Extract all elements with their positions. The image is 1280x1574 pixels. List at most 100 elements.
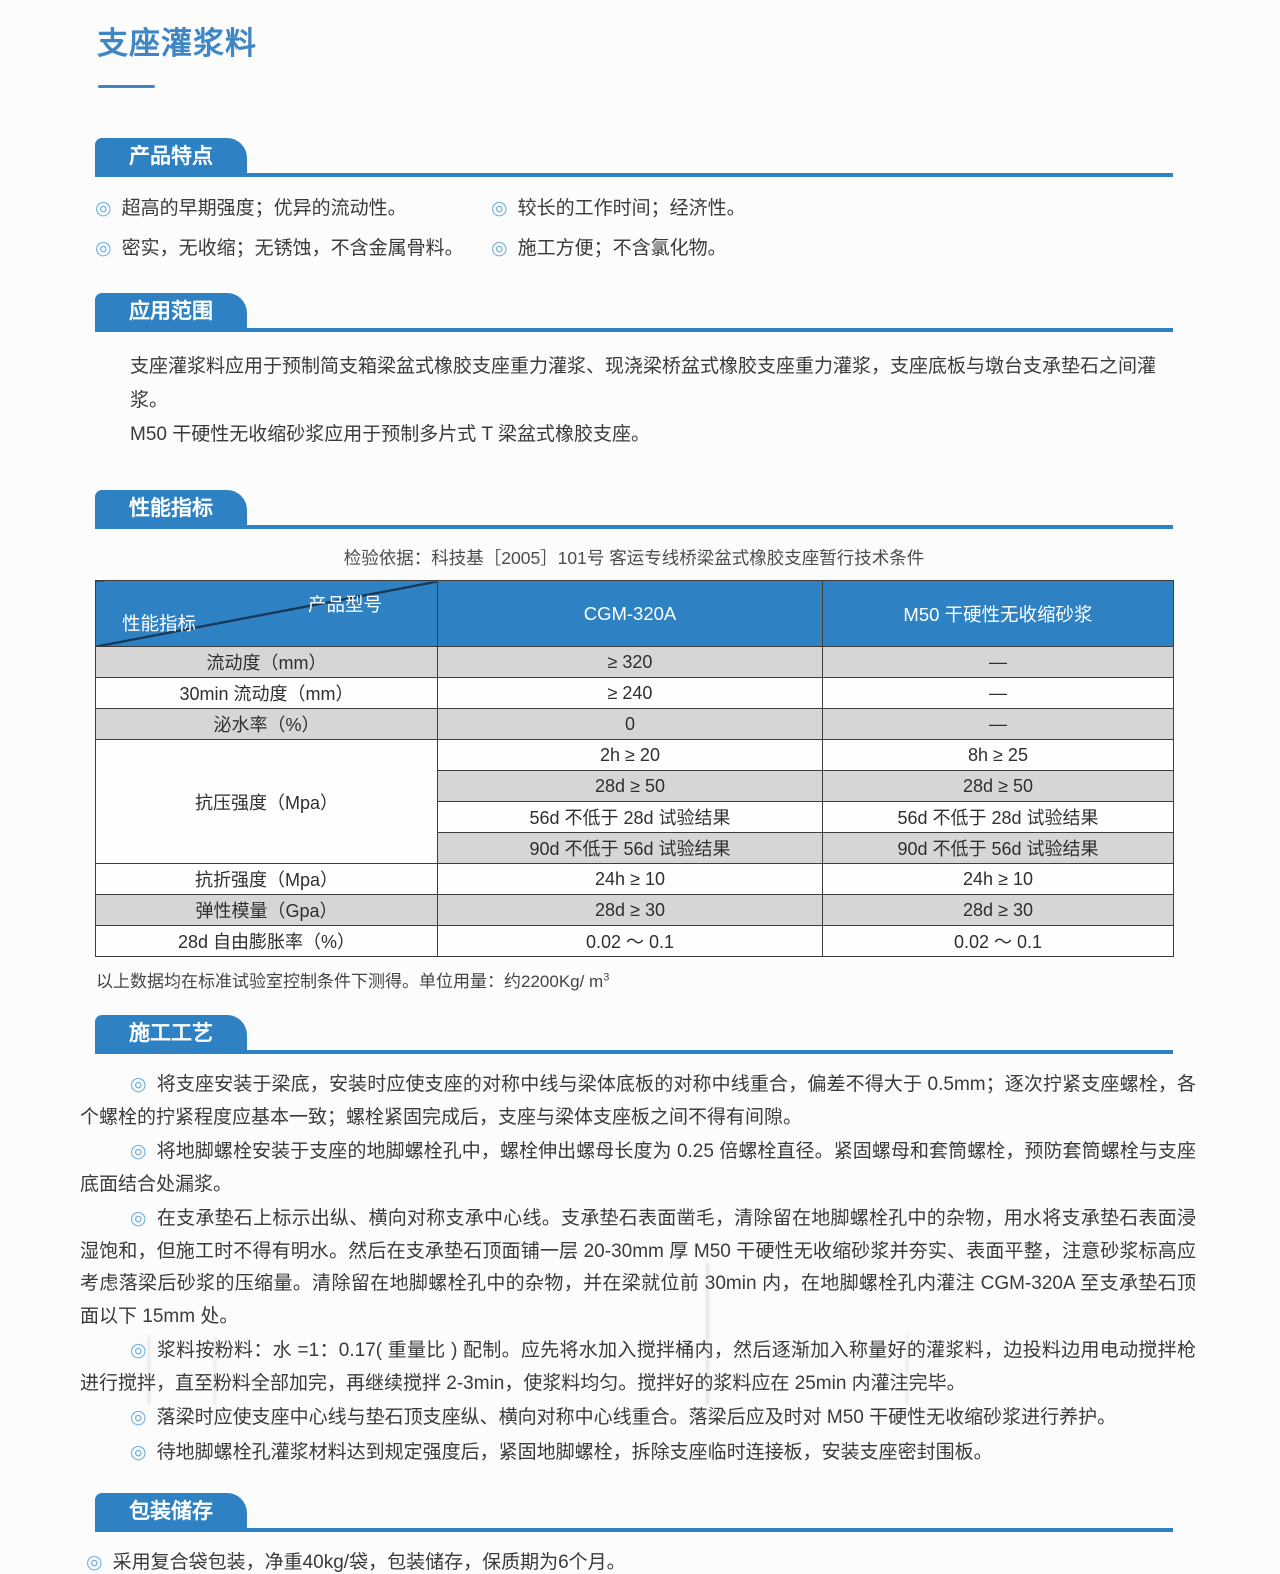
cell-cgm: ≥ 240 <box>437 677 823 709</box>
cell-m50: — <box>822 708 1174 740</box>
section-performance: 性能指标 检验依据：科技基［2005］101号 客运专线桥梁盆式橡胶支座暂行技术… <box>0 490 1280 992</box>
table-row: 抗压强度（Mpa） 2h ≥ 20 8h ≥ 25 <box>95 739 1174 864</box>
bullseye-icon: ◎ <box>130 1141 147 1162</box>
application-line: M50 干硬性无收缩砂浆应用于预制多片式 T 梁盆式橡胶支座。 <box>130 424 651 445</box>
table-row: 泌水率（%） 0 — <box>95 708 1174 740</box>
feature-text: 施工方便；不含氯化物。 <box>517 238 727 259</box>
row-label: 抗折强度（Mpa） <box>95 863 438 895</box>
section-tab-construction: 施工工艺 <box>95 1015 247 1050</box>
table-header-row: 产品型号 性能指标 CGM-320A M50 干硬性无收缩砂浆 <box>95 580 1174 647</box>
cell-cgm: 0.02 ～ 0.1 <box>437 925 823 957</box>
cell-m50: 24h ≥ 10 <box>822 863 1174 895</box>
feature-text: 密实，无收缩；无锈蚀，不含金属骨料。 <box>121 238 464 259</box>
cell-m50: 28d ≥ 30 <box>822 894 1174 926</box>
feature-list: ◎ 超高的早期强度；优异的流动性。 ◎ 较长的工作时间；经济性。 ◎ 密实，无收缩；无… <box>95 193 1175 260</box>
footnote-superscript: 3 <box>603 971 610 984</box>
bullseye-icon: ◎ <box>130 1074 147 1095</box>
bullseye-icon: ◎ <box>491 198 508 219</box>
section-header-rule: 应用范围 <box>95 293 1173 332</box>
corner-label-product-model: 产品型号 <box>307 594 382 615</box>
step-text: 落梁时应使支座中心线与垫石顶支座纵、横向对称中心线重合。落梁后应及时对 M50 … <box>156 1407 1117 1428</box>
cell-m50: 0.02 ～ 0.1 <box>822 925 1174 957</box>
feature-item: ◎ 密实，无收缩；无锈蚀，不含金属骨料。 <box>95 233 491 260</box>
section-packaging: 包装储存 ◎ 采用复合袋包装，净重40kg/袋，包装储存，保质期为6个月。 <box>0 1493 1280 1574</box>
application-line: 支座灌浆料应用于预制简支箱梁盆式橡胶支座重力灌浆、现浇梁桥盆式橡胶支座重力灌浆，… <box>130 356 1157 411</box>
document-page: 支座灌浆料 产品特点 ◎ 超高的早期强度；优异的流动性。 ◎ 较长的工作时间；经济性… <box>0 26 1280 1573</box>
construction-step: ◎ 将地脚螺栓安装于支座的地脚螺栓孔中，螺栓伸出螺母长度为 0.25 倍螺栓直径。… <box>80 1136 1196 1201</box>
table-row: 流动度（mm） ≥ 320 — <box>95 646 1174 678</box>
table-footnote: 以上数据均在标准试验室控制条件下测得。单位用量：约2200Kg/ m3 <box>96 967 1280 992</box>
step-text: 将支座安装于梁底，安装时应使支座的对称中线与梁体底板的对称中线重合，偏差不得大于… <box>80 1074 1196 1128</box>
cell-cgm: 56d 不低于 28d 试验结果 <box>437 801 823 833</box>
construction-step: ◎ 浆料按粉料：水 =1：0.17( 重量比 ) 配制。应先将水加入搅拌桶内，然后… <box>80 1335 1196 1400</box>
cell-m50: — <box>822 646 1174 678</box>
row-label: 30min 流动度（mm） <box>95 677 438 709</box>
feature-text: 较长的工作时间；经济性。 <box>517 198 746 219</box>
table-row: 弹性模量（Gpa） 28d ≥ 30 28d ≥ 30 <box>95 894 1174 926</box>
title-underline <box>98 85 155 88</box>
column-header-m50: M50 干硬性无收缩砂浆 <box>822 580 1174 647</box>
table-corner-cell: 产品型号 性能指标 <box>95 580 438 647</box>
construction-step: ◎ 落梁时应使支座中心线与垫石顶支座纵、横向对称中心线重合。落梁后应及时对 M50… <box>80 1402 1196 1435</box>
table-row: 30min 流动度（mm） ≥ 240 — <box>95 677 1174 709</box>
footnote-text: 以上数据均在标准试验室控制条件下测得。单位用量：约2200Kg/ m <box>96 972 604 991</box>
row-label: 流动度（mm） <box>95 646 438 678</box>
cell-m50: 28d ≥ 50 <box>822 770 1174 802</box>
cell-cgm: ≥ 320 <box>437 646 823 678</box>
feature-text: 超高的早期强度；优异的流动性。 <box>121 198 407 219</box>
section-tab-packaging: 包装储存 <box>95 1493 247 1528</box>
application-text: 支座灌浆料应用于预制简支箱梁盆式橡胶支座重力灌浆、现浇梁桥盆式橡胶支座重力灌浆，… <box>130 350 1185 452</box>
cell-cgm: 0 <box>437 708 823 740</box>
cell-cgm: 2h ≥ 20 <box>437 739 823 771</box>
bullseye-icon: ◎ <box>130 1407 147 1428</box>
bullseye-icon: ◎ <box>95 238 112 259</box>
section-tab-performance: 性能指标 <box>95 490 247 525</box>
construction-steps: ◎ 将支座安装于梁底，安装时应使支座的对称中线与梁体底板的对称中线重合，偏差不得大… <box>80 1069 1196 1469</box>
step-text: 在支承垫石上标示出纵、横向对称支承中心线。支承垫石表面凿毛，清除留在地脚螺栓孔中… <box>80 1208 1196 1327</box>
construction-step: ◎ 将支座安装于梁底，安装时应使支座的对称中线与梁体底板的对称中线重合，偏差不得大… <box>80 1069 1196 1134</box>
cell-m50: 90d 不低于 56d 试验结果 <box>822 832 1174 864</box>
page-title: 支座灌浆料 <box>97 26 257 61</box>
bullseye-icon: ◎ <box>130 1340 147 1361</box>
corner-label-performance-index: 性能指标 <box>122 613 197 634</box>
section-header-rule: 性能指标 <box>95 490 1173 529</box>
cell-cgm: 28d ≥ 30 <box>437 894 823 926</box>
construction-step: ◎ 待地脚螺栓孔灌浆材料达到规定强度后，紧固地脚螺栓，拆除支座临时连接板，安装支座… <box>80 1437 1196 1470</box>
section-tab-application: 应用范围 <box>95 293 247 328</box>
table-row: 90d 不低于 56d 试验结果 90d 不低于 56d 试验结果 <box>96 832 1174 864</box>
section-header-rule: 产品特点 <box>95 138 1173 177</box>
inspection-basis-note: 检验依据：科技基［2005］101号 客运专线桥梁盆式橡胶支座暂行技术条件 <box>343 548 925 568</box>
cell-m50: 8h ≥ 25 <box>822 739 1174 771</box>
bullseye-icon: ◎ <box>86 1552 103 1573</box>
row-label: 泌水率（%） <box>95 708 438 740</box>
feature-item: ◎ 施工方便；不含氯化物。 <box>491 233 1175 260</box>
table-row: 28d ≥ 50 28d ≥ 50 <box>96 770 1174 802</box>
row-label: 28d 自由膨胀率（%） <box>95 925 438 957</box>
bullseye-icon: ◎ <box>130 1441 147 1463</box>
bullseye-icon: ◎ <box>130 1208 147 1229</box>
step-text: 浆料按粉料：水 =1：0.17( 重量比 ) 配制。应先将水加入搅拌桶内，然后逐… <box>80 1340 1196 1394</box>
packaging-text: 采用复合袋包装，净重40kg/袋，包装储存，保质期为6个月。 <box>112 1552 626 1573</box>
cell-m50: — <box>822 677 1174 709</box>
column-header-cgm320a: CGM-320A <box>437 580 823 647</box>
cell-cgm: 24h ≥ 10 <box>437 863 823 895</box>
construction-step: ◎ 在支承垫石上标示出纵、横向对称支承中心线。支承垫石表面凿毛，清除留在地脚螺栓孔… <box>80 1203 1196 1333</box>
section-header-rule: 施工工艺 <box>95 1015 1173 1054</box>
packaging-item: ◎ 采用复合袋包装，净重40kg/袋，包装储存，保质期为6个月。 <box>86 1547 1185 1574</box>
row-label-compressive: 抗压强度（Mpa） <box>95 739 438 864</box>
cell-cgm: 90d 不低于 56d 试验结果 <box>437 832 823 864</box>
bullseye-icon: ◎ <box>95 198 112 219</box>
bullseye-icon: ◎ <box>491 238 508 259</box>
performance-table: 产品型号 性能指标 CGM-320A M50 干硬性无收缩砂浆 流动度（mm） … <box>95 580 1174 957</box>
section-tab-features: 产品特点 <box>95 138 247 173</box>
table-row: 抗折强度（Mpa） 24h ≥ 10 24h ≥ 10 <box>95 863 1174 895</box>
row-label: 弹性模量（Gpa） <box>95 894 438 926</box>
cell-cgm: 28d ≥ 50 <box>437 770 823 802</box>
section-application: 应用范围 支座灌浆料应用于预制简支箱梁盆式橡胶支座重力灌浆、现浇梁桥盆式橡胶支座… <box>0 293 1280 452</box>
step-text: 待地脚螺栓孔灌浆材料达到规定强度后，紧固地脚螺栓，拆除支座临时连接板，安装支座密… <box>156 1441 993 1463</box>
section-header-rule: 包装储存 <box>95 1493 1173 1532</box>
section-features: 产品特点 ◎ 超高的早期强度；优异的流动性。 ◎ 较长的工作时间；经济性。 ◎ 密实，… <box>0 138 1280 260</box>
cell-m50: 56d 不低于 28d 试验结果 <box>822 801 1174 833</box>
feature-item: ◎ 超高的早期强度；优异的流动性。 <box>95 193 491 220</box>
section-construction: 施工工艺 ◎ 将支座安装于梁底，安装时应使支座的对称中线与梁体底板的对称中线重合，… <box>0 1015 1280 1469</box>
